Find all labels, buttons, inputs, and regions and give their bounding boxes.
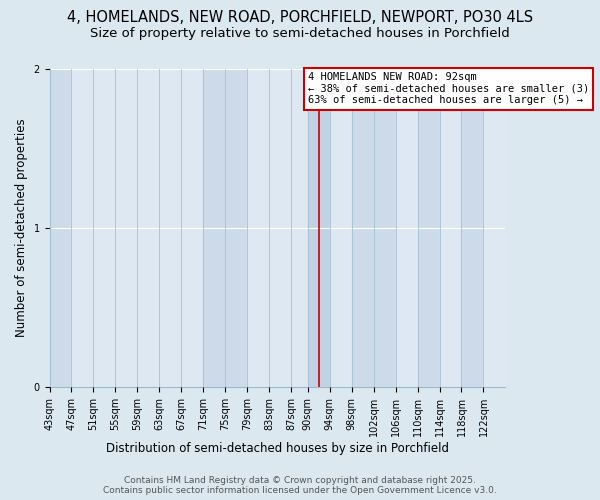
Text: 4, HOMELANDS, NEW ROAD, PORCHFIELD, NEWPORT, PO30 4LS: 4, HOMELANDS, NEW ROAD, PORCHFIELD, NEWP… (67, 10, 533, 25)
Text: 4 HOMELANDS NEW ROAD: 92sqm
← 38% of semi-detached houses are smaller (3)
63% of: 4 HOMELANDS NEW ROAD: 92sqm ← 38% of sem… (308, 72, 589, 106)
X-axis label: Distribution of semi-detached houses by size in Porchfield: Distribution of semi-detached houses by … (106, 442, 449, 455)
Text: Contains HM Land Registry data © Crown copyright and database right 2025.
Contai: Contains HM Land Registry data © Crown c… (103, 476, 497, 495)
Y-axis label: Number of semi-detached properties: Number of semi-detached properties (15, 119, 28, 338)
Text: Size of property relative to semi-detached houses in Porchfield: Size of property relative to semi-detach… (90, 28, 510, 40)
